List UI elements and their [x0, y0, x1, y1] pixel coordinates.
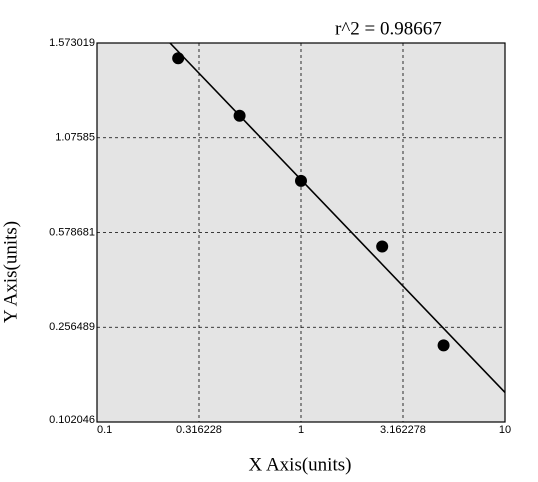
y-tick-label: 0.578681: [49, 226, 95, 238]
y-tick-label: 0.256489: [49, 321, 95, 333]
marks: [169, 42, 506, 394]
y-axis-title: Y Axis(units): [0, 221, 21, 323]
data-point: [233, 109, 246, 122]
plot-border: [96, 42, 506, 423]
r-squared-annotation: r^2 = 0.98667: [335, 18, 442, 39]
data-point: [376, 240, 389, 253]
data-point: [437, 339, 450, 352]
data-point: [172, 52, 185, 65]
x-tick-label: 10: [499, 424, 511, 436]
x-tick-label: 0.316228: [176, 424, 222, 436]
y-tick-label: 1.573019: [49, 37, 95, 49]
x-axis-title: X Axis(units): [249, 454, 352, 475]
y-tick-label: 0.102046: [49, 414, 95, 426]
y-tick-label: 1.07585: [55, 132, 95, 144]
data-point: [295, 174, 307, 187]
grid: [97, 43, 505, 422]
x-tick-label: 3.162278: [380, 424, 426, 436]
fit-line: [169, 42, 506, 394]
x-tick-label: 0.1: [97, 424, 112, 436]
x-tick-label: 1: [298, 424, 304, 436]
